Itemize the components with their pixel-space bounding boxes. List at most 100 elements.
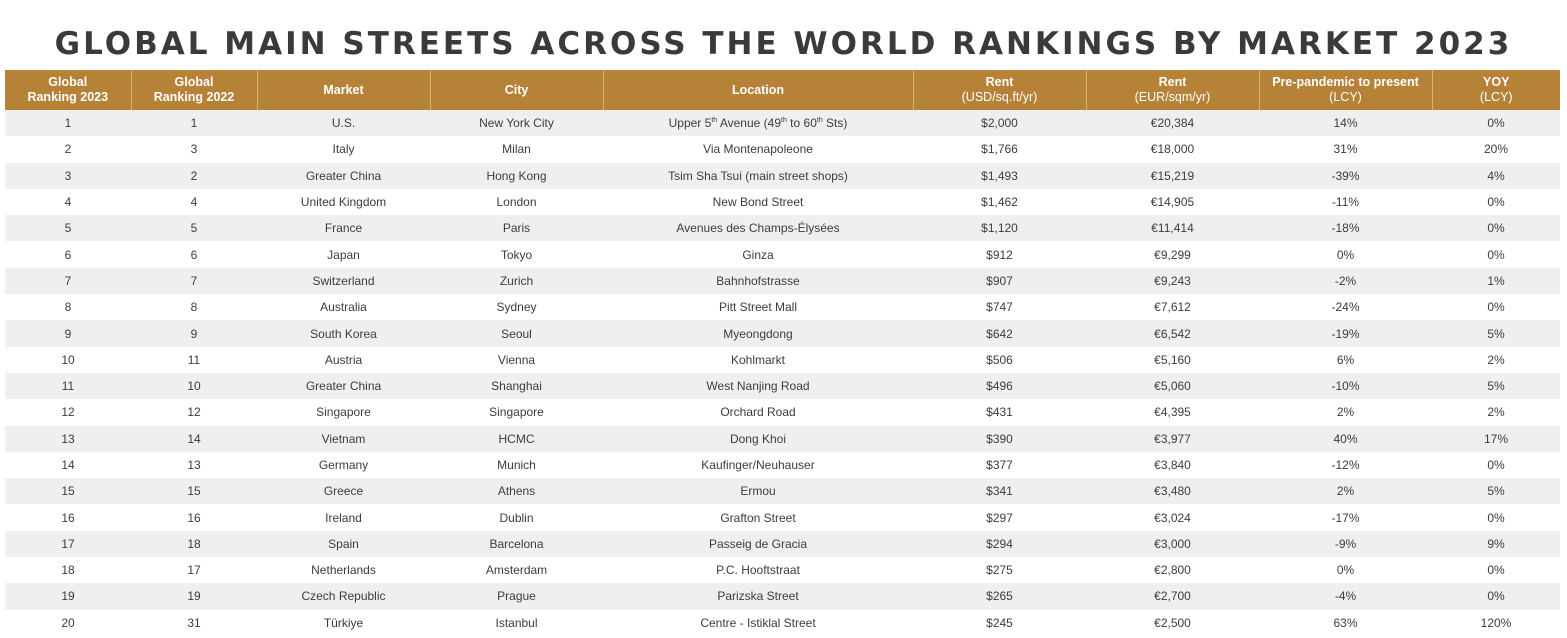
ranking-2023-cell: 15 bbox=[5, 478, 131, 505]
location-cell: P.C. Hooftstraat bbox=[603, 557, 913, 584]
ordinal-suffix: th bbox=[781, 117, 787, 125]
column-header-location[interactable]: Location bbox=[603, 70, 914, 110]
city-cell: Athens bbox=[430, 478, 603, 505]
market-cell: Türkiye bbox=[257, 609, 430, 636]
ranking-2023-cell: 16 bbox=[5, 504, 131, 531]
table-row[interactable]: 17 18 Spain Barcelona Passeig de Gracia $294 €… bbox=[5, 530, 1560, 558]
ranking-2022-cell: 3 bbox=[131, 136, 257, 163]
pre-pandemic-cell: -19% bbox=[1259, 320, 1432, 347]
table-row[interactable]: 18 17 Netherlands Amsterdam P.C. Hooftstraat… bbox=[5, 557, 1560, 584]
table-row[interactable]: 10 11 Austria Vienna Kohlmarkt $506 €5,160 6% 2% bbox=[5, 346, 1560, 373]
table-row[interactable]: 19 19 Czech Republic Prague Parizska Street $… bbox=[5, 583, 1560, 610]
yoy-cell: 2% bbox=[1432, 346, 1560, 373]
rent-usd-cell: $1,462 bbox=[913, 188, 1086, 216]
location-cell: Kohlmarkt bbox=[603, 346, 913, 373]
column-header-yoy[interactable]: YOY (LCY) bbox=[1432, 70, 1560, 110]
city-cell: Munich bbox=[430, 451, 603, 479]
market-cell: United Kingdom bbox=[257, 188, 430, 216]
yoy-cell: 9% bbox=[1432, 530, 1560, 558]
pre-pandemic-cell: -4% bbox=[1259, 583, 1432, 610]
market-cell: France bbox=[257, 215, 430, 242]
market-cell: Australia bbox=[257, 294, 430, 321]
table-row[interactable]: 1 1 U.S. New York City Upper 5th Avenue (49t… bbox=[5, 110, 1560, 137]
column-header-city[interactable]: City bbox=[430, 70, 604, 110]
ranking-2022-cell: 19 bbox=[131, 583, 257, 610]
location-text-part: Avenue (49 bbox=[717, 116, 781, 131]
rent-eur-cell: €2,500 bbox=[1086, 609, 1259, 636]
ranking-2023-cell: 5 bbox=[5, 215, 131, 242]
column-header-ranking-2023[interactable]: Global Ranking 2023 bbox=[5, 70, 132, 110]
city-cell: Zurich bbox=[430, 267, 603, 295]
ranking-2022-cell: 18 bbox=[131, 530, 257, 558]
location-cell: Parizska Street bbox=[603, 583, 913, 610]
yoy-cell: 20% bbox=[1432, 136, 1560, 163]
pre-pandemic-cell: 40% bbox=[1259, 425, 1432, 452]
table-row[interactable]: 20 31 Türkiye Istanbul Centre - Istiklal Str… bbox=[5, 609, 1560, 636]
table-row[interactable]: 7 7 Switzerland Zurich Bahnhofstrasse $907 €9,… bbox=[5, 267, 1560, 295]
city-cell: Paris bbox=[430, 215, 603, 242]
table-row[interactable]: 9 9 South Korea Seoul Myeongdong $642 €6,542 -1… bbox=[5, 320, 1560, 347]
table-row[interactable]: 16 16 Ireland Dublin Grafton Street $297 €3,02… bbox=[5, 504, 1560, 531]
location-text-part: Upper 5 bbox=[668, 116, 712, 131]
ranking-2023-cell: 6 bbox=[5, 241, 131, 268]
ranking-2022-cell: 15 bbox=[131, 478, 257, 505]
rent-usd-cell: $907 bbox=[913, 267, 1086, 295]
table-row[interactable]: 4 4 United Kingdom London New Bond Street $1,… bbox=[5, 188, 1560, 216]
yoy-cell: 0% bbox=[1432, 110, 1560, 137]
location-text-part: to 60 bbox=[786, 116, 817, 131]
table-row[interactable]: 12 12 Singapore Singapore Orchard Road $431 €4… bbox=[5, 399, 1560, 426]
rent-usd-cell: $245 bbox=[913, 609, 1086, 636]
pre-pandemic-cell: -2% bbox=[1259, 267, 1432, 295]
table-row[interactable]: 6 6 Japan Tokyo Ginza $912 €9,299 0% 0% bbox=[5, 241, 1560, 268]
location-text-part: Sts) bbox=[822, 116, 848, 131]
rent-usd-cell: $912 bbox=[913, 241, 1086, 268]
ranking-2023-cell: 2 bbox=[5, 136, 131, 163]
city-cell: Sydney bbox=[430, 294, 603, 321]
column-header-pre-pandemic[interactable]: Pre-pandemic to present (LCY) bbox=[1259, 70, 1433, 110]
table-row[interactable]: 15 15 Greece Athens Ermou $341 €3,480 2% 5% bbox=[5, 478, 1560, 505]
yoy-cell: 5% bbox=[1432, 372, 1560, 400]
market-cell: Vietnam bbox=[257, 425, 430, 452]
location-cell: Ginza bbox=[603, 241, 913, 268]
table-row[interactable]: 5 5 France Paris Avenues des Champs-Élysées $… bbox=[5, 215, 1560, 242]
table-row[interactable]: 11 10 Greater China Shanghai West Nanjing Ro… bbox=[5, 372, 1560, 400]
ranking-2022-cell: 5 bbox=[131, 215, 257, 242]
location-cell: Myeongdong bbox=[603, 320, 913, 347]
ranking-2022-cell: 16 bbox=[131, 504, 257, 531]
column-header-rent-eur[interactable]: Rent (EUR/sqm/yr) bbox=[1086, 70, 1260, 110]
table-row[interactable]: 3 2 Greater China Hong Kong Tsim Sha Tsui (m… bbox=[5, 162, 1560, 189]
column-header-rent-usd[interactable]: Rent (USD/sq.ft/yr) bbox=[913, 70, 1087, 110]
rent-eur-cell: €2,800 bbox=[1086, 557, 1259, 584]
city-cell: Amsterdam bbox=[430, 557, 603, 584]
city-cell: London bbox=[430, 188, 603, 216]
pre-pandemic-cell: -24% bbox=[1259, 294, 1432, 321]
location-cell: Kaufinger/Neuhauser bbox=[603, 451, 913, 479]
table-row[interactable]: 14 13 Germany Munich Kaufinger/Neuhauser $377… bbox=[5, 451, 1560, 479]
table-row[interactable]: 8 8 Australia Sydney Pitt Street Mall $747 €7,… bbox=[5, 294, 1560, 321]
rent-eur-cell: €5,060 bbox=[1086, 372, 1259, 400]
city-cell: Vienna bbox=[430, 346, 603, 373]
rent-eur-cell: €9,243 bbox=[1086, 267, 1259, 295]
market-cell: Ireland bbox=[257, 504, 430, 531]
pre-pandemic-cell: -12% bbox=[1259, 451, 1432, 479]
column-header-ranking-2022[interactable]: Global Ranking 2022 bbox=[131, 70, 258, 110]
yoy-cell: 0% bbox=[1432, 451, 1560, 479]
location-cell: Tsim Sha Tsui (main street shops) bbox=[603, 162, 913, 189]
pre-pandemic-cell: 0% bbox=[1259, 241, 1432, 268]
city-cell: Dublin bbox=[430, 504, 603, 531]
ranking-2023-cell: 8 bbox=[5, 294, 131, 321]
city-cell: Hong Kong bbox=[430, 162, 603, 189]
market-cell: Switzerland bbox=[257, 267, 430, 295]
rent-usd-cell: $2,000 bbox=[913, 110, 1086, 137]
table-row[interactable]: 13 14 Vietnam HCMC Dong Khoi $390 €3,977 40% 17% bbox=[5, 425, 1560, 452]
rent-eur-cell: €3,024 bbox=[1086, 504, 1259, 531]
rankings-table: Global Ranking 2023 Global Ranking 2022 Ma… bbox=[5, 70, 1560, 636]
location-cell: Pitt Street Mall bbox=[603, 294, 913, 321]
column-header-market[interactable]: Market bbox=[257, 70, 431, 110]
ranking-2022-cell: 10 bbox=[131, 372, 257, 400]
pre-pandemic-cell: -17% bbox=[1259, 504, 1432, 531]
rent-eur-cell: €2,700 bbox=[1086, 583, 1259, 610]
table-row[interactable]: 2 3 Italy Milan Via Montenapoleone $1,766 €18,… bbox=[5, 136, 1560, 163]
location-cell: Dong Khoi bbox=[603, 425, 913, 452]
rent-usd-cell: $642 bbox=[913, 320, 1086, 347]
